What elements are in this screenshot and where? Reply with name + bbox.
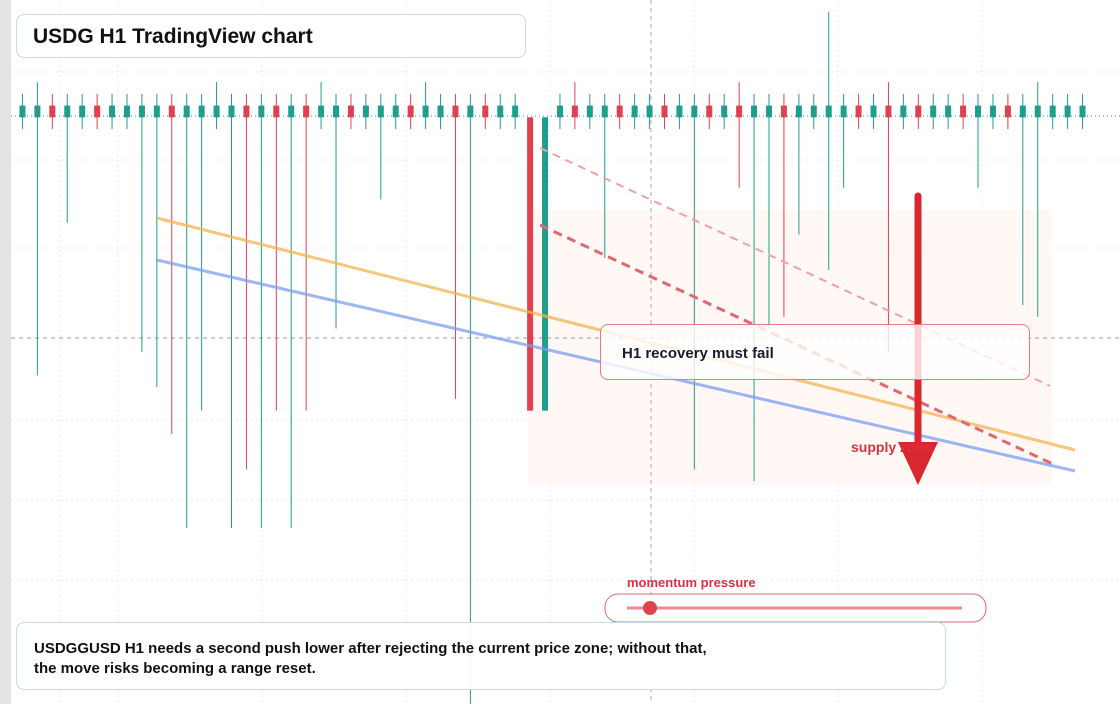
candle-body xyxy=(1004,105,1011,118)
candle-body xyxy=(870,105,877,118)
candle-body xyxy=(586,105,593,118)
arrow-head xyxy=(898,442,938,485)
candle-body xyxy=(661,105,668,118)
candle-body xyxy=(795,105,802,118)
candle-body xyxy=(840,105,847,118)
candle-body xyxy=(467,105,474,118)
candle-body xyxy=(616,105,623,118)
candle-body xyxy=(556,105,563,118)
candle-body xyxy=(273,105,280,118)
candle-body xyxy=(213,105,220,118)
candle-body xyxy=(153,105,160,118)
candle-body xyxy=(392,105,399,118)
gauge-knob xyxy=(643,601,657,615)
candle-body xyxy=(34,105,41,118)
candle-body xyxy=(825,105,832,118)
chart-title: USDG H1 TradingView chart xyxy=(16,14,526,58)
candle-body xyxy=(691,105,698,118)
candle-body xyxy=(1079,105,1086,118)
candle-body xyxy=(885,105,892,118)
candle-body xyxy=(1049,105,1056,118)
note: USDGGUSD H1 needs a second push lower af… xyxy=(34,640,707,677)
candle-body xyxy=(960,105,967,118)
candle-body xyxy=(482,105,489,118)
candle-body xyxy=(855,105,862,118)
candle-body xyxy=(527,117,534,411)
candle-body xyxy=(751,105,758,118)
candle-body xyxy=(64,105,71,118)
candle-body xyxy=(437,105,444,118)
candle-body xyxy=(542,117,549,411)
candle-body xyxy=(646,105,653,118)
candle-body xyxy=(228,105,235,118)
candle-body xyxy=(736,105,743,118)
candle-body xyxy=(49,105,56,118)
candle-body xyxy=(288,105,295,118)
candle-body xyxy=(198,105,205,118)
candle-body xyxy=(721,105,728,118)
left-edge xyxy=(0,0,11,704)
candle-body xyxy=(900,105,907,118)
candle-body xyxy=(347,105,354,118)
candle-body xyxy=(1019,105,1026,118)
candle-body xyxy=(109,105,116,118)
candle-body xyxy=(930,105,937,118)
candle-body xyxy=(243,105,250,118)
candle-body xyxy=(497,105,504,118)
candle-body xyxy=(333,105,340,118)
candle-body xyxy=(631,105,638,118)
candle-body xyxy=(258,105,265,118)
candle-body xyxy=(975,105,982,118)
candle-body xyxy=(676,105,683,118)
candle-body xyxy=(94,105,101,118)
candle-body xyxy=(1064,105,1071,118)
candle-body xyxy=(407,105,414,118)
candle-body xyxy=(318,105,325,118)
candle-body xyxy=(422,105,429,118)
candle-body xyxy=(377,105,384,118)
candle-body xyxy=(989,105,996,118)
candle-body xyxy=(945,105,952,118)
candle-body xyxy=(79,105,86,118)
candle-body xyxy=(1034,105,1041,118)
note-box: USDGGUSD H1 needs a second push lower af… xyxy=(16,622,946,690)
momentum-label: momentum pressure xyxy=(627,575,756,590)
candle-body xyxy=(915,105,922,118)
candle-body xyxy=(123,105,130,118)
candle-body xyxy=(452,105,459,118)
trend-line xyxy=(539,223,1056,467)
candle-body xyxy=(19,105,26,118)
supply-label: supply zone xyxy=(851,439,932,455)
candle-body xyxy=(780,105,787,118)
candle-body xyxy=(362,105,369,118)
zone-label: H1 recovery must fail xyxy=(600,324,1030,380)
candle-body xyxy=(512,105,519,118)
candle-body xyxy=(706,105,713,118)
candle-body xyxy=(601,105,608,118)
candle-body xyxy=(138,105,145,118)
candle-body xyxy=(810,105,817,118)
candle-body xyxy=(303,105,310,118)
candle-body xyxy=(183,105,190,118)
candle-body xyxy=(765,105,772,118)
candle-body xyxy=(571,105,578,118)
candle-body xyxy=(168,105,175,118)
